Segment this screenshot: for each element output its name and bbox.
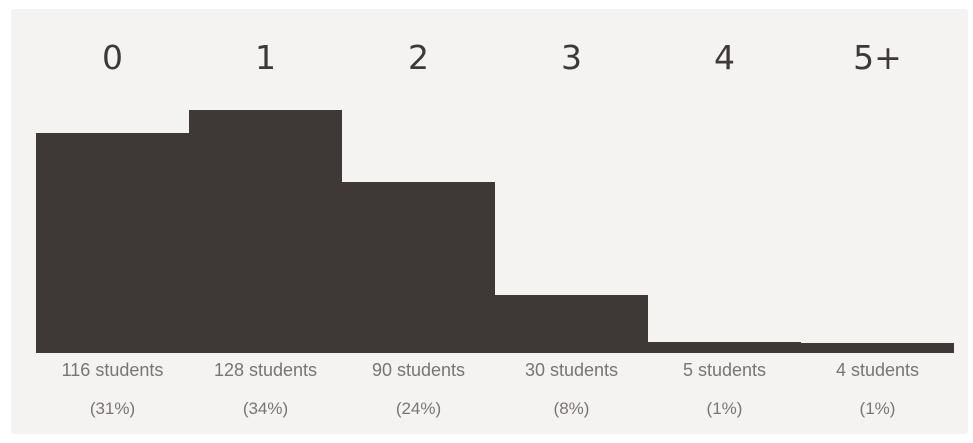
count-label: 4 students [835, 360, 920, 380]
count-label: 128 students [213, 360, 318, 380]
count-label: 116 students [61, 360, 164, 380]
category-label: 0 [102, 38, 123, 77]
category-label: 3 [561, 38, 582, 77]
bar [189, 110, 342, 351]
percent-label: (31%) [89, 399, 136, 418]
bar [801, 343, 954, 351]
bar [648, 341, 801, 351]
percent-label: (34%) [242, 399, 289, 418]
bar [36, 132, 189, 351]
percent-label: (1%) [706, 399, 743, 418]
bar [342, 181, 495, 351]
count-label: 30 students [524, 360, 619, 380]
count-label: 5 students [682, 360, 767, 380]
category-label: 5+ [853, 38, 902, 77]
category-label: 2 [408, 38, 429, 77]
bar [495, 294, 648, 351]
count-label: 90 students [371, 360, 466, 380]
category-label: 4 [714, 38, 735, 77]
percent-label: (24%) [395, 399, 442, 418]
percent-label: (8%) [553, 399, 590, 418]
baseline [36, 350, 954, 353]
category-label: 1 [255, 38, 276, 77]
percent-label: (1%) [859, 399, 896, 418]
